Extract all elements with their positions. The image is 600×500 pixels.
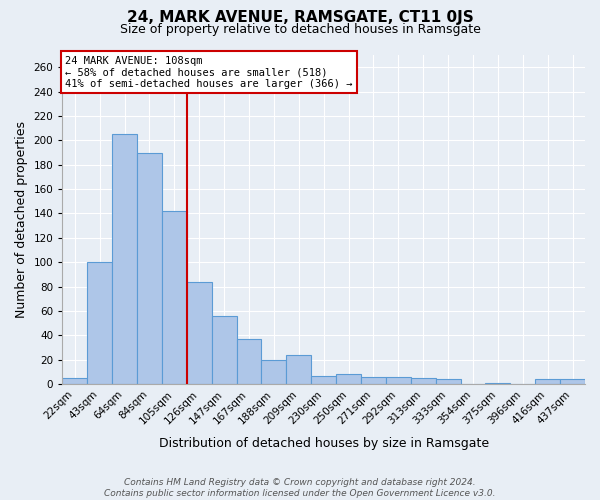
Text: Size of property relative to detached houses in Ramsgate: Size of property relative to detached ho…: [119, 22, 481, 36]
Bar: [485, 383, 511, 384]
Bar: [212, 316, 236, 384]
Text: 24 MARK AVENUE: 108sqm
← 58% of detached houses are smaller (518)
41% of semi-de: 24 MARK AVENUE: 108sqm ← 58% of detached…: [65, 56, 352, 89]
Bar: [386, 377, 411, 384]
Bar: [187, 282, 212, 384]
Bar: [162, 211, 187, 384]
Bar: [262, 360, 286, 384]
Text: 24, MARK AVENUE, RAMSGATE, CT11 0JS: 24, MARK AVENUE, RAMSGATE, CT11 0JS: [127, 10, 473, 25]
Bar: [236, 339, 262, 384]
Bar: [87, 262, 112, 384]
Bar: [137, 152, 162, 384]
Bar: [112, 134, 137, 384]
Bar: [436, 380, 461, 384]
Bar: [535, 380, 560, 384]
Bar: [311, 376, 336, 384]
Bar: [336, 374, 361, 384]
Bar: [560, 380, 585, 384]
Bar: [361, 377, 386, 384]
Bar: [286, 355, 311, 384]
Text: Contains HM Land Registry data © Crown copyright and database right 2024.
Contai: Contains HM Land Registry data © Crown c…: [104, 478, 496, 498]
X-axis label: Distribution of detached houses by size in Ramsgate: Distribution of detached houses by size …: [158, 437, 489, 450]
Bar: [411, 378, 436, 384]
Bar: [62, 378, 87, 384]
Y-axis label: Number of detached properties: Number of detached properties: [15, 121, 28, 318]
